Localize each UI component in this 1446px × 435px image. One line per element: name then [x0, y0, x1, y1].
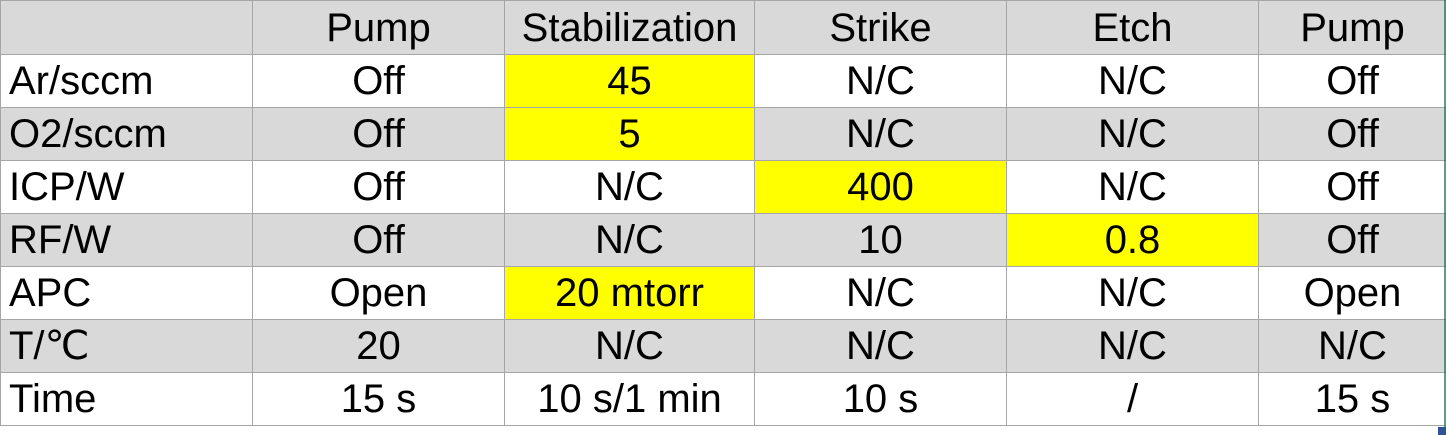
- table-cell[interactable]: Off: [1258, 160, 1446, 214]
- table-cell[interactable]: N/C: [1006, 107, 1259, 161]
- table-cell[interactable]: /: [1006, 372, 1259, 426]
- header-cell-strike[interactable]: Strike: [754, 0, 1007, 55]
- table-cell[interactable]: N/C: [504, 213, 755, 267]
- table-cell[interactable]: Open: [1258, 266, 1446, 320]
- table-cell-highlighted[interactable]: 20 mtorr: [504, 266, 755, 320]
- table-cell[interactable]: N/C: [1006, 319, 1259, 373]
- header-cell-stabilization[interactable]: Stabilization: [504, 0, 755, 55]
- table-cell[interactable]: N/C: [1006, 160, 1259, 214]
- table-cell-highlighted[interactable]: 400: [754, 160, 1007, 214]
- table-cell[interactable]: N/C: [1006, 266, 1259, 320]
- table-cell[interactable]: Open: [252, 266, 505, 320]
- table-cell[interactable]: Off: [1258, 107, 1446, 161]
- table-row: T/℃ 20 N/C N/C N/C N/C: [0, 319, 1446, 373]
- table-cell[interactable]: Off: [252, 160, 505, 214]
- process-parameter-table: Pump Stabilization Strike Etch Pump Ar/s…: [0, 0, 1446, 426]
- table-cell[interactable]: 10: [754, 213, 1007, 267]
- row-label[interactable]: O2/sccm: [0, 107, 253, 161]
- table-cell[interactable]: 15 s: [1258, 372, 1446, 426]
- header-cell-pump-2[interactable]: Pump: [1258, 0, 1446, 55]
- table-cell[interactable]: Off: [1258, 54, 1446, 108]
- header-row: Pump Stabilization Strike Etch Pump: [0, 0, 1446, 55]
- selection-border: [1444, 0, 1446, 435]
- header-cell-pump[interactable]: Pump: [252, 0, 505, 55]
- table-cell-highlighted[interactable]: 0.8: [1006, 213, 1259, 267]
- table-cell[interactable]: N/C: [1258, 319, 1446, 373]
- table-cell[interactable]: 10 s/1 min: [504, 372, 755, 426]
- table-row: O2/sccm Off 5 N/C N/C Off: [0, 107, 1446, 161]
- table-cell[interactable]: Off: [252, 107, 505, 161]
- table-cell[interactable]: N/C: [754, 107, 1007, 161]
- table-row: Time 15 s 10 s/1 min 10 s / 15 s: [0, 372, 1446, 426]
- row-label[interactable]: RF/W: [0, 213, 253, 267]
- table-cell[interactable]: 10 s: [754, 372, 1007, 426]
- row-label[interactable]: Time: [0, 372, 253, 426]
- row-label[interactable]: APC: [0, 266, 253, 320]
- row-label[interactable]: ICP/W: [0, 160, 253, 214]
- table-row: APC Open 20 mtorr N/C N/C Open: [0, 266, 1446, 320]
- table-cell-highlighted[interactable]: 5: [504, 107, 755, 161]
- header-cell-etch[interactable]: Etch: [1006, 0, 1259, 55]
- table-cell-highlighted[interactable]: 45: [504, 54, 755, 108]
- table-row: ICP/W Off N/C 400 N/C Off: [0, 160, 1446, 214]
- row-label[interactable]: Ar/sccm: [0, 54, 253, 108]
- table-cell[interactable]: N/C: [504, 160, 755, 214]
- table-cell[interactable]: Off: [1258, 213, 1446, 267]
- table-cell[interactable]: N/C: [754, 54, 1007, 108]
- table-cell[interactable]: 20: [252, 319, 505, 373]
- row-label[interactable]: T/℃: [0, 319, 253, 373]
- table-row: RF/W Off N/C 10 0.8 Off: [0, 213, 1446, 267]
- header-cell-corner[interactable]: [0, 0, 253, 55]
- table-row: Ar/sccm Off 45 N/C N/C Off: [0, 54, 1446, 108]
- table-cell[interactable]: N/C: [754, 266, 1007, 320]
- table-cell[interactable]: N/C: [1006, 54, 1259, 108]
- table-cell[interactable]: N/C: [754, 319, 1007, 373]
- table-cell[interactable]: N/C: [504, 319, 755, 373]
- table-cell[interactable]: 15 s: [252, 372, 505, 426]
- table-cell[interactable]: Off: [252, 213, 505, 267]
- table-cell[interactable]: Off: [252, 54, 505, 108]
- fill-handle[interactable]: [1438, 427, 1446, 435]
